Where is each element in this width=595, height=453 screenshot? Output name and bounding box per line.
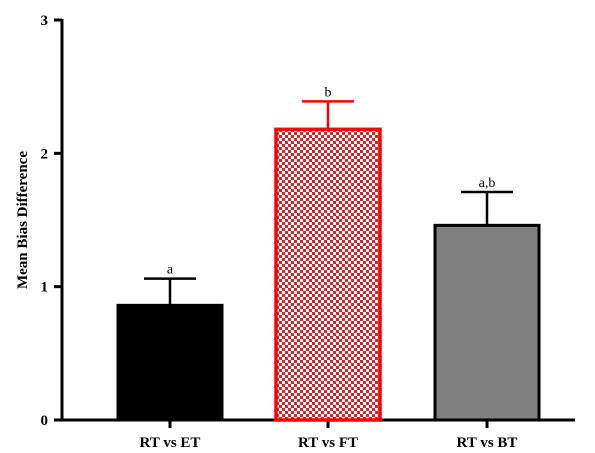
labels: 0 1 2 3 RT vs ET a RT vs FT b RT vs BT a,b <box>41 13 518 451</box>
x-tick-label-1: RT vs ET <box>140 435 201 451</box>
y-tick-label-3: 3 <box>41 13 49 29</box>
significance-label-2: b <box>325 85 332 100</box>
bars <box>116 100 541 422</box>
x-tick-label-3: RT vs BT <box>457 435 518 451</box>
bar-3 <box>433 223 541 422</box>
bar-1 <box>116 303 224 422</box>
y-tick-label-0: 0 <box>41 413 49 429</box>
bar-2 <box>274 127 382 422</box>
y-axis-title: Mean Bias Difference <box>15 151 31 289</box>
y-tick-label-2: 2 <box>41 146 49 162</box>
x-tick-label-2: RT vs FT <box>298 435 358 451</box>
significance-label-3: a,b <box>479 176 496 191</box>
significance-label-1: a <box>167 263 174 278</box>
y-tick-label-1: 1 <box>41 280 49 296</box>
